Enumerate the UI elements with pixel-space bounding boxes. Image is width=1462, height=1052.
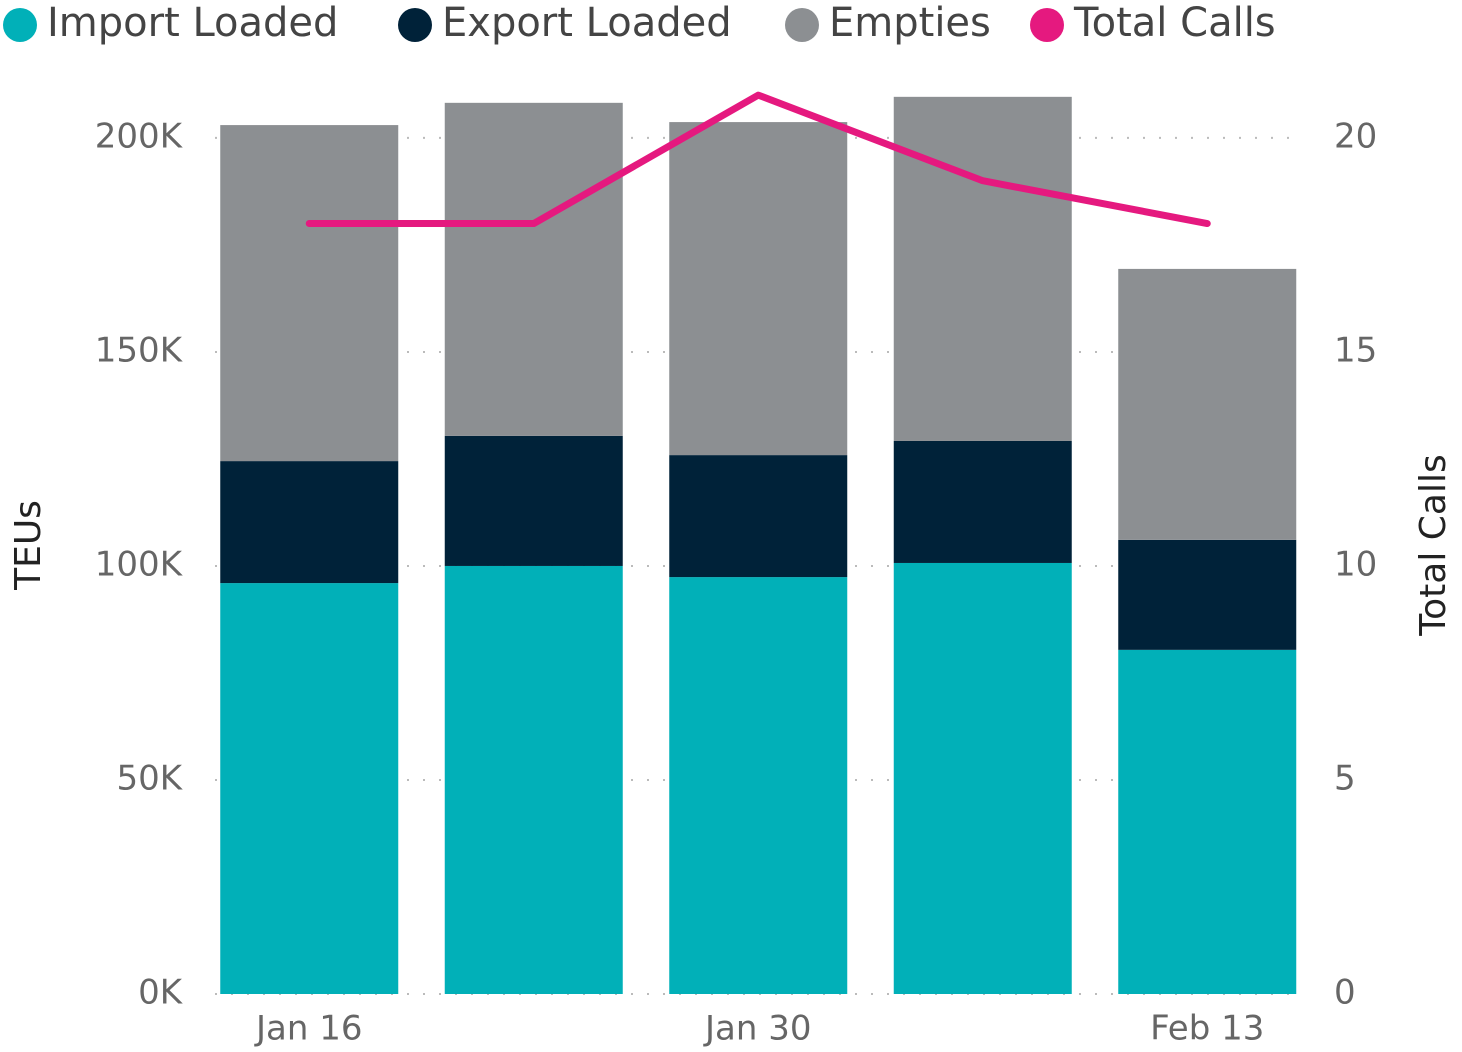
y-tick-label: 100K [95,544,184,584]
legend-label: Import Loaded [47,0,338,46]
legend-label: Export Loaded [442,0,732,46]
legend-label: Empties [829,0,991,46]
x-tick-label: Jan 30 [703,1009,811,1049]
bar-segment [669,577,848,994]
y-axis-title: TEUs [8,500,49,591]
legend-marker [1030,8,1064,42]
y2-tick-label: 15 [1334,330,1377,370]
y-tick-label: 150K [95,330,184,370]
bar-segment [893,96,1072,441]
legend-marker [3,8,37,42]
bar-segment [1118,268,1297,540]
bar-segment [893,562,1072,994]
legend-label: Total Calls [1073,0,1276,46]
x-tick-label: Jan 16 [254,1009,362,1049]
y2-tick-label: 0 [1334,973,1356,1013]
y2-tick-label: 5 [1334,758,1356,798]
legend-marker [785,8,819,42]
bar-segment [893,440,1072,563]
bar-segment [1118,649,1297,994]
y2-tick-label: 20 [1334,116,1377,156]
bar-segment [669,122,848,456]
bar-segment [220,583,399,994]
bar-segment [444,565,623,994]
y2-tick-label: 10 [1334,544,1377,584]
bar-segment [444,102,623,436]
bar-segment [1118,539,1297,650]
legend-marker [398,8,432,42]
bar-segment [669,455,848,578]
y-tick-label: 200K [95,116,184,156]
bar-segment [220,125,399,462]
bar-segment [220,461,399,584]
x-tick-label: Feb 13 [1150,1009,1264,1049]
bar-segment [444,435,623,566]
y2-axis-title: Total Calls [1413,454,1454,636]
y-tick-label: 50K [116,758,183,798]
y-tick-label: 0K [138,973,184,1013]
line-series [305,91,1211,228]
